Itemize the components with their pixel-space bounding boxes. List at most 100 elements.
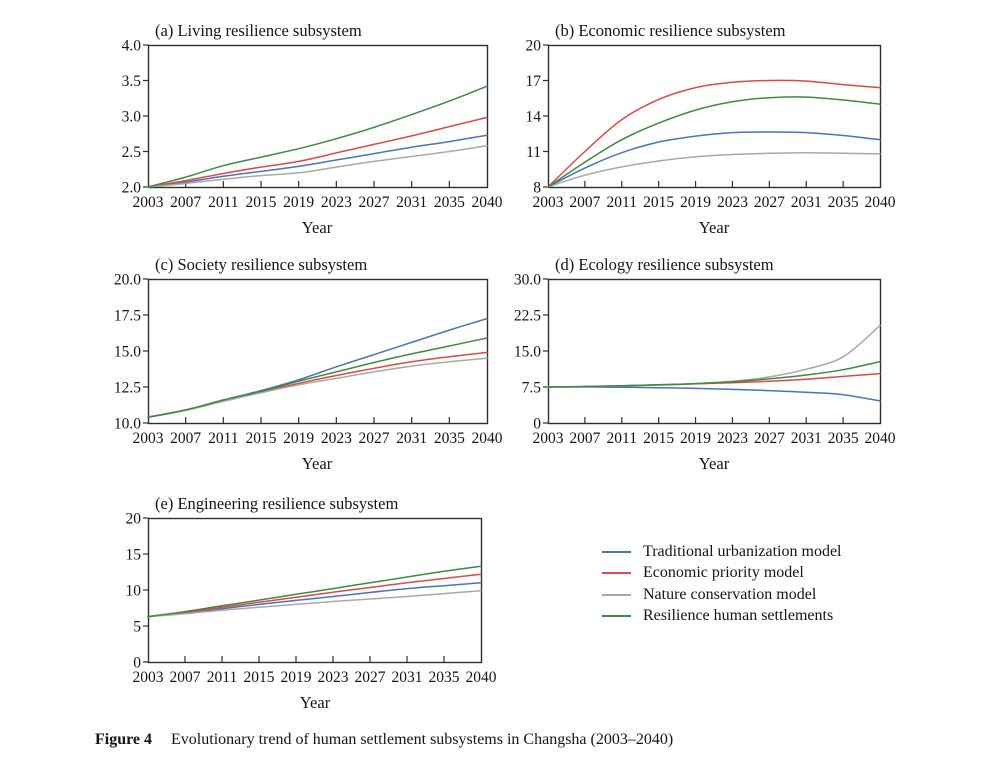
svg-text:2019: 2019 [283,430,314,447]
legend: Traditional urbanization model Economic … [602,541,841,627]
legend-label-traditional: Traditional urbanization model [643,542,842,560]
svg-text:2003: 2003 [133,430,164,447]
svg-text:0: 0 [133,655,141,672]
chart-c-plot-area: 10.0 12.5 15.0 17.5 20.0 2003 2007 2011 2015 2019… [114,272,503,448]
panel-b-xaxis-label: Year [699,218,730,237]
svg-text:2027: 2027 [754,194,785,211]
svg-text:2027: 2027 [359,194,390,211]
figure-caption-label: Figure 4 [95,731,153,748]
svg-text:2011: 2011 [208,194,238,211]
svg-text:2019: 2019 [680,194,711,211]
legend-item-economic: Economic priority model [602,563,841,585]
svg-text:17.5: 17.5 [114,308,141,325]
svg-text:2015: 2015 [244,669,275,686]
svg-text:2007: 2007 [569,194,600,211]
panel-b-economic: (b) Economic resilience subsystem 8 11 14 1… [526,21,896,237]
panel-e-engineering: (e) Engineering resilience subsystem 0 5 1… [126,494,497,712]
legend-item-traditional: Traditional urbanization model [602,541,841,563]
svg-text:2003: 2003 [533,194,564,211]
svg-text:20.0: 20.0 [114,272,141,289]
svg-text:2011: 2011 [607,430,637,447]
svg-text:12.5: 12.5 [114,380,141,397]
svg-text:2007: 2007 [170,194,201,211]
svg-text:2023: 2023 [318,669,349,686]
legend-line-green-icon [602,615,631,618]
legend-item-nature: Nature conservation model [602,584,841,606]
svg-text:2040: 2040 [472,430,503,447]
legend-label-resilience: Resilience human settlements [643,607,834,625]
svg-text:2019: 2019 [283,194,314,211]
figure-caption-text: Evolutionary trend of human settlement s… [171,731,674,748]
svg-text:2023: 2023 [321,430,352,447]
svg-text:2023: 2023 [717,194,748,211]
legend-line-blue-icon [602,550,631,553]
panel-b-title: (b) Economic resilience subsystem [555,21,786,40]
panel-d-ecology: (d) Ecology resilience subsystem 0 7.5 15.… [514,255,896,473]
svg-text:10.0: 10.0 [114,416,141,433]
svg-text:3.5: 3.5 [122,73,142,90]
svg-text:2011: 2011 [607,194,637,211]
panel-d-xaxis-label: Year [699,454,730,473]
svg-text:2015: 2015 [643,194,674,211]
legend-line-red-icon [602,572,631,575]
svg-text:2015: 2015 [246,194,277,211]
svg-text:2003: 2003 [133,669,164,686]
chart-a-plot-area: 2.0 2.5 3.0 3.5 4.0 2003 2007 2011 2015 2019 2023 2… [122,38,503,212]
svg-text:2031: 2031 [791,430,822,447]
legend-line-gray-icon [602,593,631,596]
svg-text:2027: 2027 [355,669,386,686]
svg-text:2040: 2040 [466,669,497,686]
svg-text:2040: 2040 [865,430,896,447]
svg-text:2.5: 2.5 [122,144,142,161]
svg-text:2011: 2011 [208,430,238,447]
svg-text:2035: 2035 [828,194,859,211]
svg-text:2019: 2019 [680,430,711,447]
svg-text:2011: 2011 [207,669,237,686]
chart-b-plot-area: 8 11 14 17 20 2003 2007 2011 2015 2019 2023 2027 203… [526,38,896,212]
svg-text:2035: 2035 [434,194,465,211]
svg-text:0: 0 [533,416,541,433]
svg-text:2035: 2035 [434,430,465,447]
svg-text:2040: 2040 [472,194,503,211]
svg-text:20: 20 [126,511,142,528]
svg-text:2003: 2003 [533,430,564,447]
svg-text:2035: 2035 [429,669,460,686]
svg-text:2031: 2031 [392,669,423,686]
panel-d-title: (d) Ecology resilience subsystem [555,255,774,274]
svg-text:3.0: 3.0 [122,109,142,126]
panel-a-title: (a) Living resilience subsystem [155,21,362,40]
svg-text:2035: 2035 [828,430,859,447]
svg-text:11: 11 [526,144,541,161]
svg-text:17: 17 [526,73,542,90]
panel-a-living: (a) Living resilience subsystem 2.0 2.5 3.… [122,21,503,237]
svg-text:2031: 2031 [791,194,822,211]
chart-e-plot-area: 0 5 10 15 20 2003 2007 2011 2015 2019 2023 2027 2031… [126,511,497,687]
figure-caption: Figure 4 Evolutionary trend of human set… [95,731,673,749]
svg-text:2019: 2019 [281,669,312,686]
svg-text:2031: 2031 [396,194,427,211]
panel-e-xaxis-label: Year [300,693,331,712]
panel-e-title: (e) Engineering resilience subsystem [155,494,398,513]
svg-text:15.0: 15.0 [114,344,141,361]
svg-text:5: 5 [133,619,141,636]
panel-c-xaxis-label: Year [302,454,333,473]
svg-text:2023: 2023 [321,194,352,211]
svg-text:10: 10 [126,583,142,600]
svg-text:2031: 2031 [396,430,427,447]
svg-text:30.0: 30.0 [514,272,541,289]
svg-text:2007: 2007 [569,430,600,447]
svg-text:2023: 2023 [717,430,748,447]
svg-text:2040: 2040 [865,194,896,211]
legend-label-economic: Economic priority model [643,564,804,582]
svg-text:4.0: 4.0 [122,38,142,55]
svg-text:2007: 2007 [170,669,201,686]
svg-text:7.5: 7.5 [522,380,542,397]
panel-a-xaxis-label: Year [302,218,333,237]
svg-text:2027: 2027 [754,430,785,447]
svg-text:8: 8 [533,180,541,197]
svg-text:2.0: 2.0 [122,180,142,197]
svg-text:22.5: 22.5 [514,308,541,325]
legend-item-resilience: Resilience human settlements [602,606,841,628]
legend-label-nature: Nature conservation model [643,585,817,603]
